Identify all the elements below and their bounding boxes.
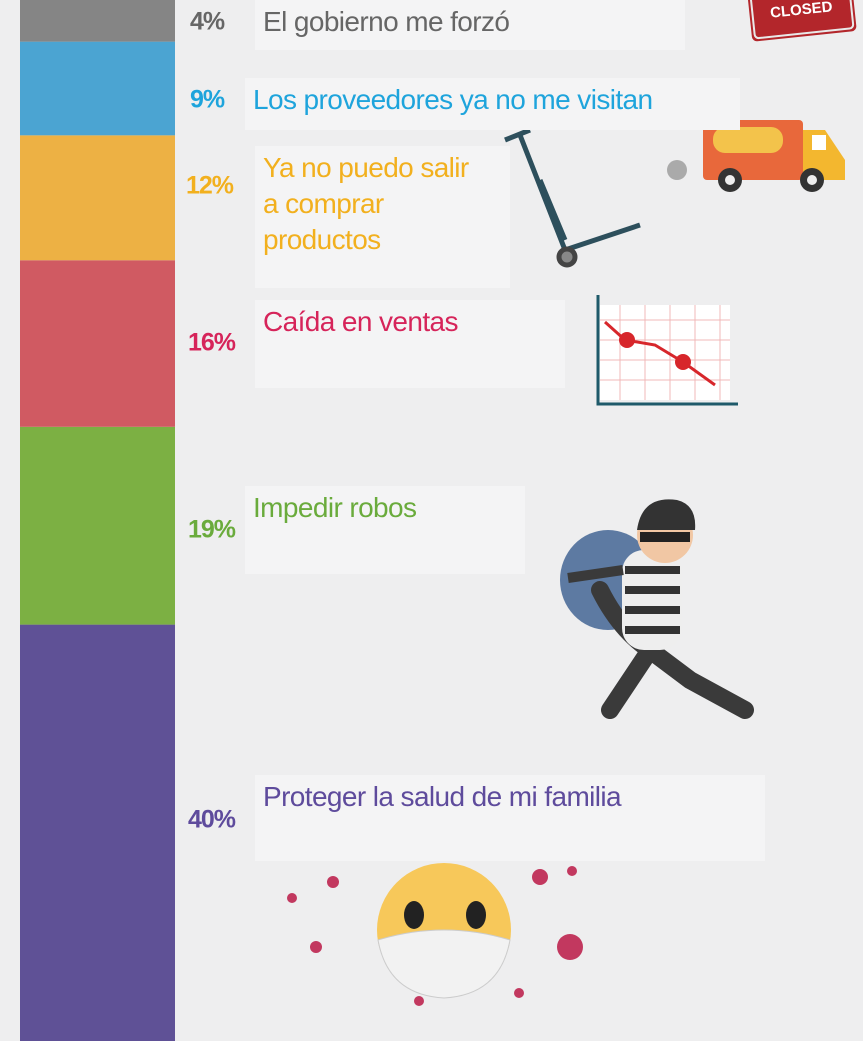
bar-segment (20, 427, 175, 625)
category-label: Proteger la salud de mi familia (255, 775, 765, 861)
infographic: CLOSED (0, 0, 863, 1041)
value-label: 9% (190, 86, 224, 115)
thief-icon (560, 499, 745, 710)
category-label: El gobierno me forzó (255, 0, 685, 50)
value-label: 4% (190, 8, 224, 37)
hand-truck-icon (505, 130, 640, 265)
category-label: Impedir robos (245, 486, 525, 574)
category-label: Los proveedores ya no me visitan (245, 78, 740, 130)
value-label: 19% (188, 516, 235, 545)
bar-segment (20, 625, 175, 1041)
closed-sign-icon: CLOSED (747, 0, 857, 42)
decline-chart-icon (598, 295, 738, 404)
category-label: Ya no puedo salir a comprar productos (255, 146, 510, 288)
value-label: 40% (188, 806, 235, 835)
value-label: 16% (188, 329, 235, 358)
mask-face-icon (287, 863, 583, 1006)
bar-segment (20, 135, 175, 260)
truck-icon (667, 120, 845, 192)
bar-segment (20, 42, 175, 136)
category-label: Caída en ventas (255, 300, 565, 388)
value-label: 12% (186, 172, 233, 201)
bar-segment (20, 0, 175, 42)
bar-segment (20, 260, 175, 427)
